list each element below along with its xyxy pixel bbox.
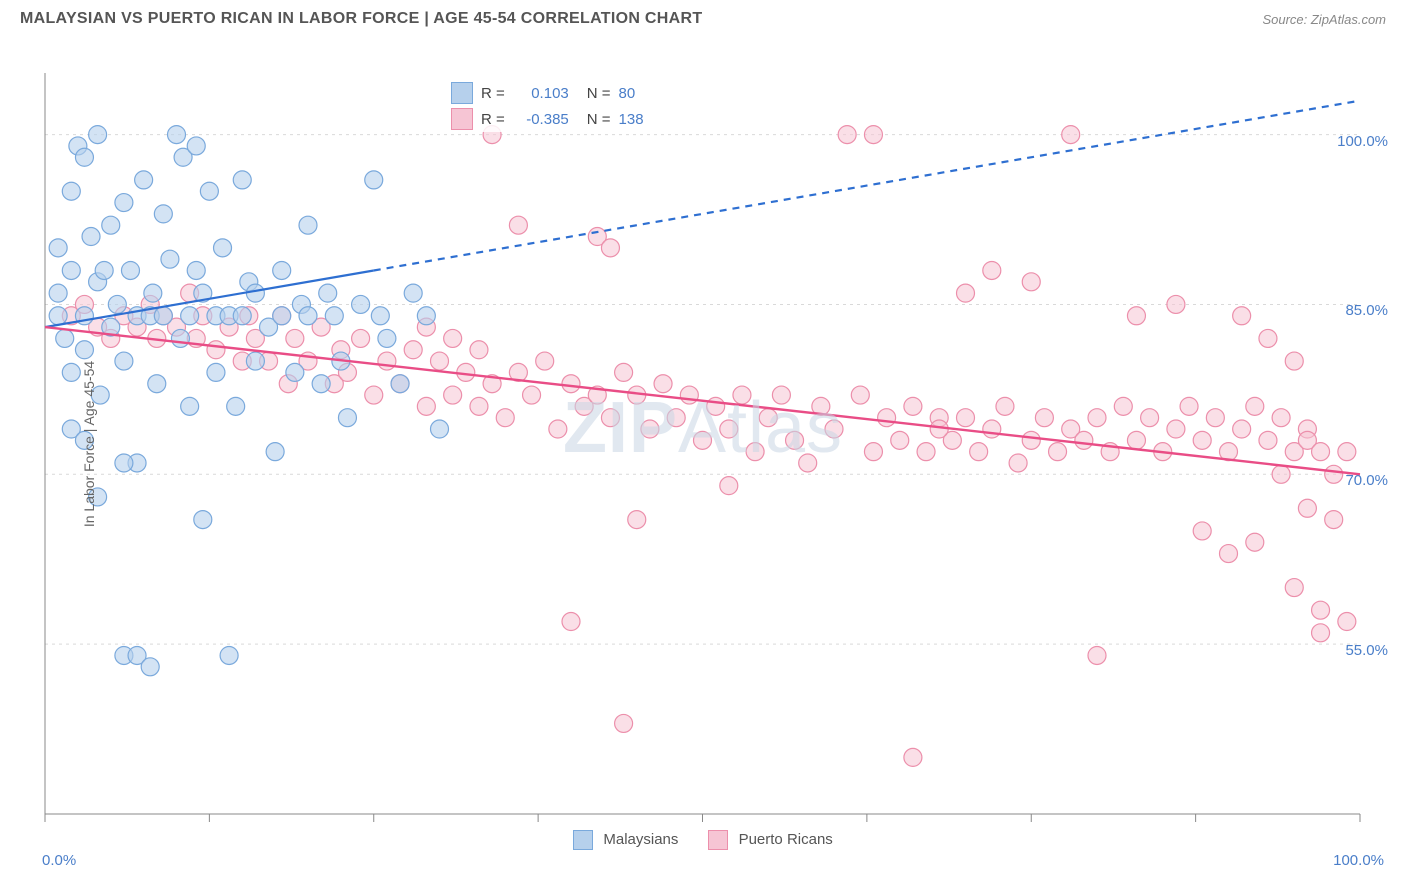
chart-header: MALAYSIAN VS PUERTO RICAN IN LABOR FORCE… bbox=[0, 0, 1406, 34]
source-label: Source: ZipAtlas.com bbox=[1262, 12, 1386, 27]
stat-n-label: N = bbox=[587, 111, 611, 128]
legend-swatch-icon bbox=[573, 830, 593, 850]
x-label-min: 0.0% bbox=[42, 852, 76, 869]
y-tick-label: 100.0% bbox=[1337, 133, 1388, 150]
correlation-stats-box: R = 0.103 N = 80 R = -0.385 N = 138 bbox=[445, 80, 650, 132]
scatter-chart bbox=[0, 34, 1406, 854]
stat-r-value: -0.385 bbox=[513, 111, 569, 128]
legend-swatch-icon bbox=[708, 830, 728, 850]
stat-n-value: 138 bbox=[619, 111, 644, 128]
legend-item-malaysians: Malaysians bbox=[573, 830, 678, 850]
y-tick-label: 85.0% bbox=[1345, 302, 1388, 319]
legend-item-puerto-ricans: Puerto Ricans bbox=[708, 830, 832, 850]
stat-r-label: R = bbox=[481, 85, 505, 102]
stats-swatch-icon bbox=[451, 108, 473, 130]
stat-r-label: R = bbox=[481, 111, 505, 128]
stats-swatch-icon bbox=[451, 82, 473, 104]
y-tick-label: 55.0% bbox=[1345, 642, 1388, 659]
stat-n-label: N = bbox=[587, 85, 611, 102]
chart-area: In Labor Force | Age 45-54 ZIPAtlas 55.0… bbox=[0, 34, 1406, 854]
chart-title: MALAYSIAN VS PUERTO RICAN IN LABOR FORCE… bbox=[20, 10, 702, 28]
series-legend: Malaysians Puerto Ricans bbox=[0, 830, 1406, 850]
stat-r-value: 0.103 bbox=[513, 85, 569, 102]
y-tick-label: 70.0% bbox=[1345, 472, 1388, 489]
legend-label: Malaysians bbox=[603, 831, 678, 848]
stat-n-value: 80 bbox=[619, 85, 636, 102]
legend-label: Puerto Ricans bbox=[739, 831, 833, 848]
stats-row: R = -0.385 N = 138 bbox=[445, 106, 650, 132]
x-label-max: 100.0% bbox=[1333, 852, 1384, 869]
stats-row: R = 0.103 N = 80 bbox=[445, 80, 650, 106]
y-axis-label: In Labor Force | Age 45-54 bbox=[81, 361, 97, 527]
